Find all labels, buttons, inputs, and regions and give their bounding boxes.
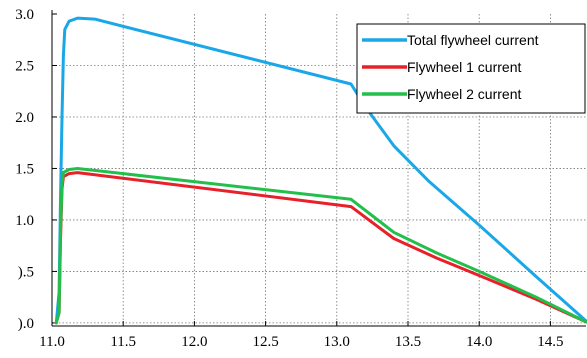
y-tick-label: 2.0 bbox=[15, 110, 34, 126]
x-tick-label: 12.0 bbox=[181, 334, 207, 350]
x-tick-label: 11.0 bbox=[39, 334, 65, 350]
series-line-3 bbox=[54, 167, 587, 325]
y-tick-label: 2.5 bbox=[15, 58, 34, 74]
series-lines bbox=[54, 16, 587, 325]
y-tick-label: 3.0 bbox=[15, 7, 34, 23]
y-tick-label: 1.5 bbox=[15, 161, 34, 177]
x-tick-label: 12.5 bbox=[252, 334, 278, 350]
legend-label: Flywheel 1 current bbox=[407, 59, 521, 75]
y-tick-label: ).5 bbox=[18, 264, 34, 280]
series-line-1 bbox=[54, 16, 587, 325]
x-tick-label: 14.0 bbox=[466, 334, 492, 350]
legend-label: Flywheel 2 current bbox=[407, 86, 521, 102]
x-tick-label: 11.5 bbox=[110, 334, 136, 350]
axes bbox=[51, 10, 586, 327]
legend-label: Total flywheel current bbox=[407, 32, 539, 48]
x-tick-label: 14.5 bbox=[537, 334, 563, 350]
legend: Total flywheel current Flywheel 1 current… bbox=[356, 23, 586, 114]
x-tick-label: 13.0 bbox=[324, 334, 350, 350]
y-tick-label: ).0 bbox=[18, 316, 34, 332]
tick-labels: 11.0 11.5 12.0 12.5 13.0 13.5 14.0 14.5 ).0 ).5 1.… bbox=[15, 7, 563, 350]
grid bbox=[52, 14, 586, 326]
y-tick-label: 1.0 bbox=[15, 213, 34, 229]
x-tick-label: 13.5 bbox=[395, 334, 421, 350]
